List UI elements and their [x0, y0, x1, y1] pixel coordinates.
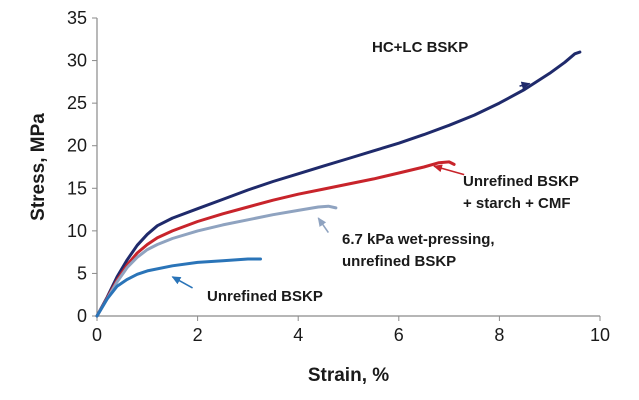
- x-tick-label: 10: [590, 325, 610, 345]
- annotation-layer: HC+LC BSKP Unrefined BSKP + starch + CMF 6.…: [171, 39, 579, 305]
- series-layer: [95, 50, 582, 318]
- axes: 0 2 4 6 8 10 0 5 10 15 20 25 30 35: [67, 8, 610, 345]
- annotation-arrow-2: [317, 217, 330, 234]
- y-tick-label: 25: [67, 93, 87, 113]
- y-tick-label: 35: [67, 8, 87, 28]
- x-axis-title: Strain, %: [308, 365, 389, 386]
- annotation-label-3: Unrefined BSKP: [207, 288, 323, 305]
- annotation-label-2: 6.7 kPa wet-pressing,: [342, 231, 495, 248]
- y-tick-label: 30: [67, 51, 87, 71]
- series-line-1: [95, 160, 456, 318]
- annotation-label-0: HC+LC BSKP: [372, 39, 468, 56]
- annotation-arrow-3: [171, 276, 193, 289]
- series-line-0: [95, 50, 582, 318]
- x-tick-label: 0: [92, 325, 102, 345]
- y-axis-title: Stress, MPa: [28, 113, 49, 221]
- annotation-label-2: unrefined BSKP: [342, 253, 456, 270]
- series-line-3: [95, 257, 262, 318]
- x-tick-label: 6: [394, 325, 404, 345]
- annotation-arrow-0: [519, 81, 531, 90]
- y-tick-label: 10: [67, 221, 87, 241]
- x-tick-label: 2: [193, 325, 203, 345]
- y-tick-label: 5: [77, 263, 87, 283]
- annotation-arrow-1: [433, 164, 465, 176]
- annotation-label-1: + starch + CMF: [463, 195, 571, 212]
- x-tick-label: 8: [494, 325, 504, 345]
- series-line-2: [95, 204, 338, 318]
- y-tick-label: 15: [67, 178, 87, 198]
- annotation-label-1: Unrefined BSKP: [463, 173, 579, 190]
- y-tick-label: 0: [77, 306, 87, 326]
- x-tick-label: 4: [293, 325, 303, 345]
- y-tick-label: 20: [67, 136, 87, 156]
